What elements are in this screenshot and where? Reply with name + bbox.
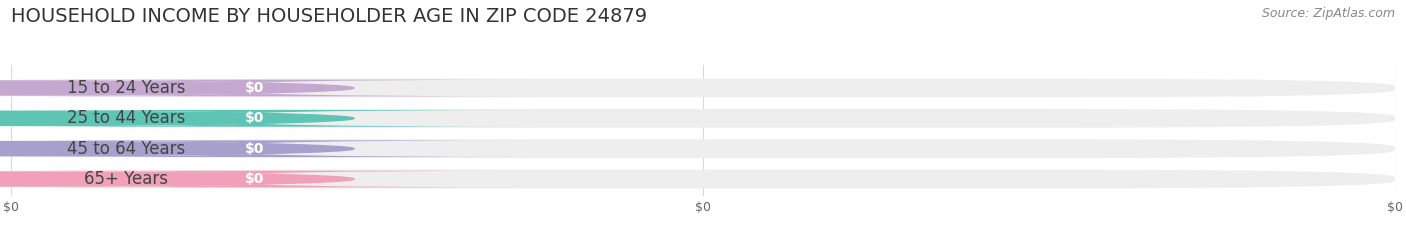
FancyBboxPatch shape: [0, 140, 332, 157]
Circle shape: [0, 142, 354, 156]
Text: 65+ Years: 65+ Years: [84, 170, 169, 188]
FancyBboxPatch shape: [11, 109, 1395, 128]
FancyBboxPatch shape: [0, 110, 537, 127]
FancyBboxPatch shape: [0, 80, 537, 96]
Circle shape: [0, 172, 354, 186]
Text: $0: $0: [245, 81, 264, 95]
FancyBboxPatch shape: [0, 110, 332, 127]
Text: HOUSEHOLD INCOME BY HOUSEHOLDER AGE IN ZIP CODE 24879: HOUSEHOLD INCOME BY HOUSEHOLDER AGE IN Z…: [11, 7, 647, 26]
Circle shape: [0, 81, 354, 95]
Text: 45 to 64 Years: 45 to 64 Years: [67, 140, 186, 158]
FancyBboxPatch shape: [0, 80, 332, 96]
FancyBboxPatch shape: [0, 140, 537, 157]
Text: $0: $0: [245, 172, 264, 186]
Text: $0: $0: [245, 142, 264, 156]
Text: 15 to 24 Years: 15 to 24 Years: [67, 79, 186, 97]
Text: Source: ZipAtlas.com: Source: ZipAtlas.com: [1261, 7, 1395, 20]
FancyBboxPatch shape: [0, 171, 537, 187]
Circle shape: [0, 111, 354, 125]
FancyBboxPatch shape: [0, 171, 332, 187]
Text: $0: $0: [245, 111, 264, 125]
Text: 25 to 44 Years: 25 to 44 Years: [67, 109, 186, 127]
FancyBboxPatch shape: [11, 139, 1395, 158]
FancyBboxPatch shape: [11, 79, 1395, 97]
FancyBboxPatch shape: [11, 170, 1395, 188]
